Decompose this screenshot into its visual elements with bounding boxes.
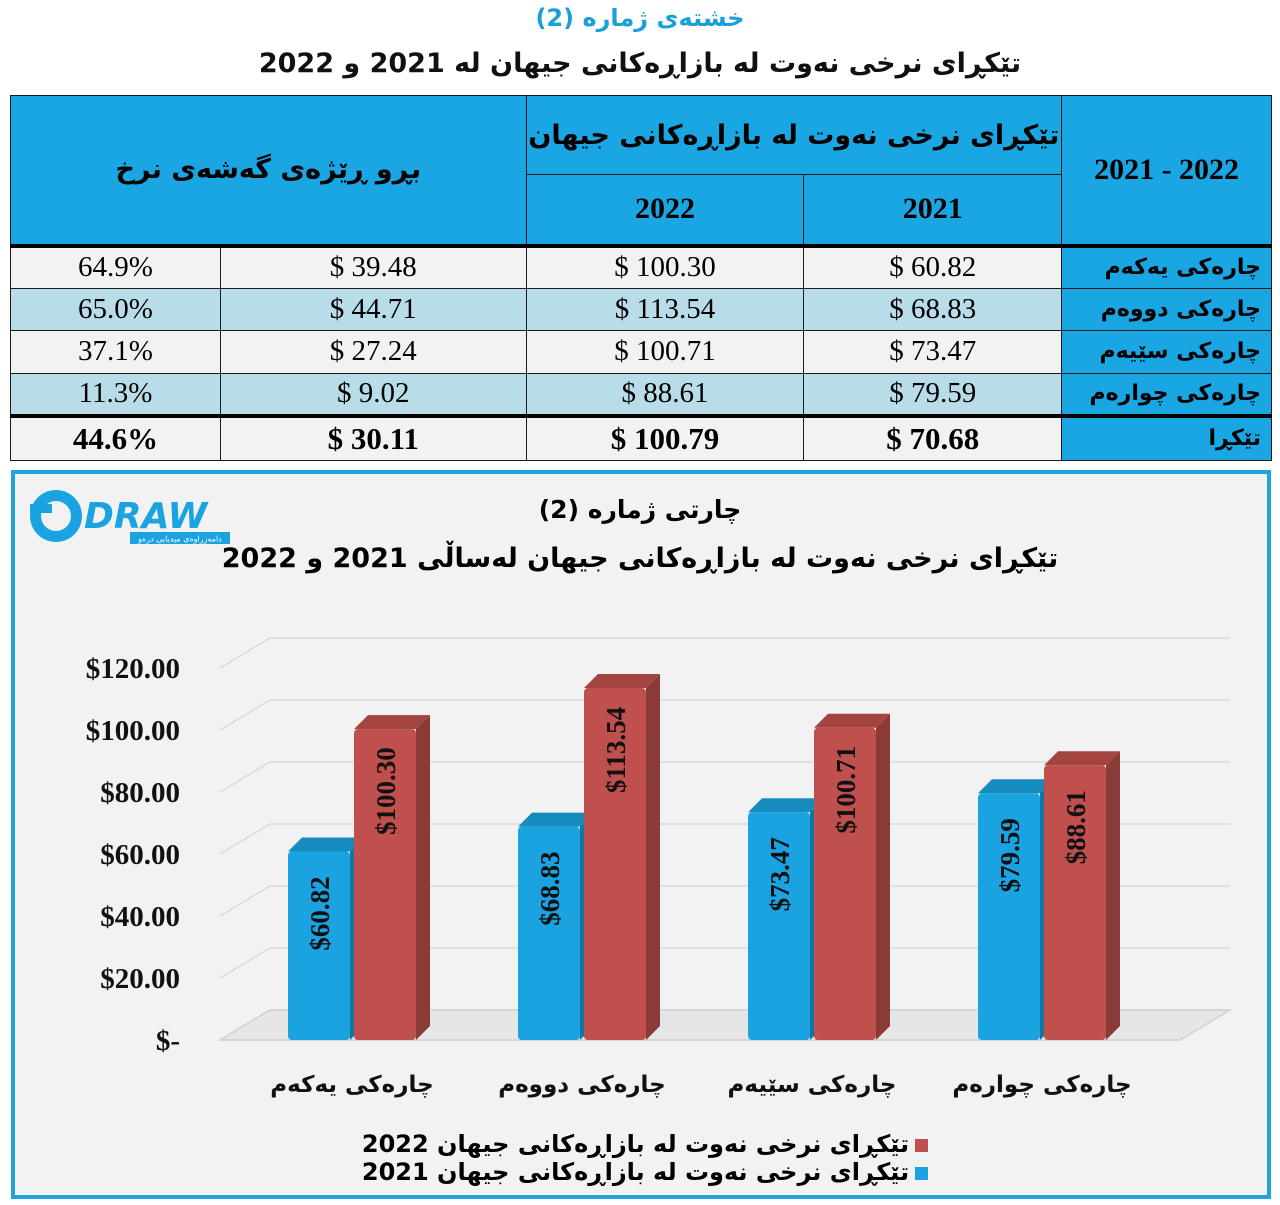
cell-2022: $ 113.54 [525, 287, 805, 332]
row-label: تێکڕا [1061, 413, 1272, 461]
cell-diff: $ 9.02 [219, 372, 527, 417]
cell-2022: $ 100.30 [525, 243, 805, 289]
bar-2022-side [1106, 751, 1120, 1040]
chart-subtitle: تێکڕای نرخی نەوت لە بازاڕەکانی جیهان لەس… [221, 543, 1059, 574]
gridline-side [219, 637, 271, 669]
gridline-side [219, 885, 271, 917]
bar-2022-side [646, 674, 660, 1040]
x-tick-label: چارەکی یەکەم [270, 1072, 433, 1098]
cell-diff: $ 27.24 [219, 330, 527, 374]
cell-2021: $ 60.82 [803, 243, 1063, 289]
gridline-side [219, 761, 271, 793]
header-2022: 2022 [525, 174, 805, 247]
bar-2022-data-label: $100.30 [371, 747, 401, 835]
y-tick-label: $100.00 [86, 715, 180, 747]
row-label: چارەکی دووەم [1061, 287, 1272, 332]
cell-pct: 11.3% [10, 372, 221, 417]
header-2021: 2021 [803, 174, 1063, 247]
cell-2022: $ 100.79 [525, 413, 805, 461]
table-row: چارەکی سێیەم $ 73.47 $ 100.71 $ 27.24 37… [10, 330, 1272, 374]
bar-2021-data-label: $73.47 [765, 837, 795, 911]
bar-2021-top [288, 837, 364, 852]
gridline-side [219, 699, 271, 731]
gridline-side [219, 823, 271, 855]
bar-2022-side [416, 715, 430, 1040]
bar-2021 [518, 826, 580, 1040]
bar-chart: $- $20.00 $40.00 $60.00 $80.00 $100.00 $120.00… [86, 637, 1233, 1098]
row-label: چارەکی چوارەم [1061, 372, 1272, 417]
y-tick-label: $60.00 [100, 839, 180, 871]
cell-2022: $ 88.61 [525, 372, 805, 417]
bar-2022-side [876, 713, 890, 1040]
table-title: تێکڕای نرخی نەوت لە بازاڕەکانی جیهان لە … [258, 48, 1022, 79]
logo-text: DRAW [84, 496, 209, 537]
bar-2021-data-label: $60.82 [305, 876, 335, 950]
oil-price-table: 2021 - 2022 تێکڕای نرخی نەوت لە بازاڕەکا… [10, 94, 1272, 461]
bar-2021 [748, 812, 810, 1040]
row-label: چارەکی سێیەم [1061, 330, 1272, 374]
cell-pct: 64.9% [10, 243, 221, 289]
x-tick-label: چارەکی سێیەم [728, 1072, 897, 1098]
draw-logo: DRAW دامەزراوەی میدیایی درەو [30, 490, 230, 544]
bar-2022-top [1044, 751, 1120, 766]
table-total-row: تێکڕا $ 70.68 $ 100.79 $ 30.11 44.6% [10, 413, 1272, 461]
table-row: چارەکی چوارەم $ 79.59 $ 88.61 $ 9.02 11.… [10, 372, 1272, 417]
y-tick-label: $- [156, 1025, 180, 1057]
bar-2022 [584, 688, 646, 1040]
cell-2022: $ 100.71 [525, 330, 805, 374]
bar-2022-data-label: $100.71 [831, 746, 861, 834]
x-tick-label: چارەکی دووەم [498, 1072, 666, 1098]
bar-2021-top [748, 798, 824, 813]
bar-2021 [288, 851, 350, 1040]
x-tick-label: چارەکی چوارەم [952, 1072, 1131, 1098]
y-tick-label: $120.00 [86, 653, 180, 685]
bar-2022-top [584, 674, 660, 689]
cell-2021: $ 68.83 [803, 287, 1063, 332]
table-row: چارەکی دووەم $ 68.83 $ 113.54 $ 44.71 65… [10, 287, 1272, 332]
legend-label-2021: تێکڕای نرخی نەوت لە بازاڕەکانی جیهان 202… [361, 1158, 910, 1186]
bar-2021-top [518, 812, 594, 827]
bar-2022-top [814, 713, 890, 728]
row-label: چارەکی یەکەم [1061, 243, 1272, 289]
chart-legend: تێکڕای نرخی نەوت لە بازاڕەکانی جیهان 202… [90, 1130, 1200, 1186]
y-tick-label: $80.00 [100, 777, 180, 809]
logo-subtitle: دامەزراوەی میدیایی درەو [137, 535, 222, 544]
cell-pct: 65.0% [10, 287, 221, 332]
header-growth: بڕو ڕێژەی گەشەی نرخ [10, 94, 527, 247]
bar-2022-top [354, 715, 430, 730]
legend-label-2022: تێکڕای نرخی نەوت لە بازاڕەکانی جیهان 202… [361, 1130, 910, 1158]
bar-2022 [354, 729, 416, 1040]
legend-swatch-2022 [915, 1138, 929, 1152]
cell-diff: $ 39.48 [219, 243, 527, 289]
y-tick-label: $20.00 [100, 963, 180, 995]
bar-2022-data-label: $113.54 [601, 707, 631, 793]
y-tick-label: $40.00 [100, 901, 180, 933]
bar-2022 [1044, 765, 1106, 1040]
bar-2021-top [978, 779, 1054, 794]
header-period: 2021 - 2022 [1061, 94, 1272, 247]
header-average-group: تێکڕای نرخی نەوت لە بازاڕەکانی جیهان [525, 94, 1063, 176]
legend-item-2022: تێکڕای نرخی نەوت لە بازاڕەکانی جیهان 202… [361, 1130, 929, 1158]
bar-2021 [978, 793, 1040, 1040]
table-row: چارەکی یەکەم $ 60.82 $ 100.30 $ 39.48 64… [10, 243, 1272, 289]
table-heading: خشتەی ژمارە (2) [535, 4, 745, 32]
cell-2021: $ 70.68 [803, 413, 1063, 461]
cell-pct: 44.6% [10, 413, 221, 461]
legend-swatch-2021 [915, 1166, 929, 1180]
cell-2021: $ 79.59 [803, 372, 1063, 417]
bar-2021-data-label: $68.83 [535, 852, 565, 926]
chart-title: چارتی ژمارە (2) [538, 495, 742, 524]
legend-item-2021: تێکڕای نرخی نەوت لە بازاڕەکانی جیهان 202… [361, 1158, 929, 1186]
gridline-side [219, 947, 271, 979]
cell-2021: $ 73.47 [803, 330, 1063, 374]
cell-diff: $ 30.11 [219, 413, 527, 461]
cell-pct: 37.1% [10, 330, 221, 374]
bar-2021-data-label: $79.59 [995, 818, 1025, 892]
bar-2022 [814, 727, 876, 1040]
cell-diff: $ 44.71 [219, 287, 527, 332]
bar-2022-data-label: $88.61 [1061, 790, 1091, 864]
